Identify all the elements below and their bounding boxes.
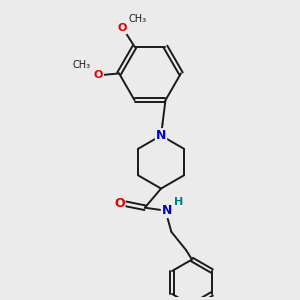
Text: CH₃: CH₃ xyxy=(128,14,146,24)
Text: O: O xyxy=(117,23,127,33)
Text: O: O xyxy=(114,197,124,210)
Text: H: H xyxy=(174,197,183,207)
Text: CH₃: CH₃ xyxy=(73,60,91,70)
Text: N: N xyxy=(162,204,172,217)
Text: O: O xyxy=(94,70,103,80)
Text: N: N xyxy=(156,129,166,142)
